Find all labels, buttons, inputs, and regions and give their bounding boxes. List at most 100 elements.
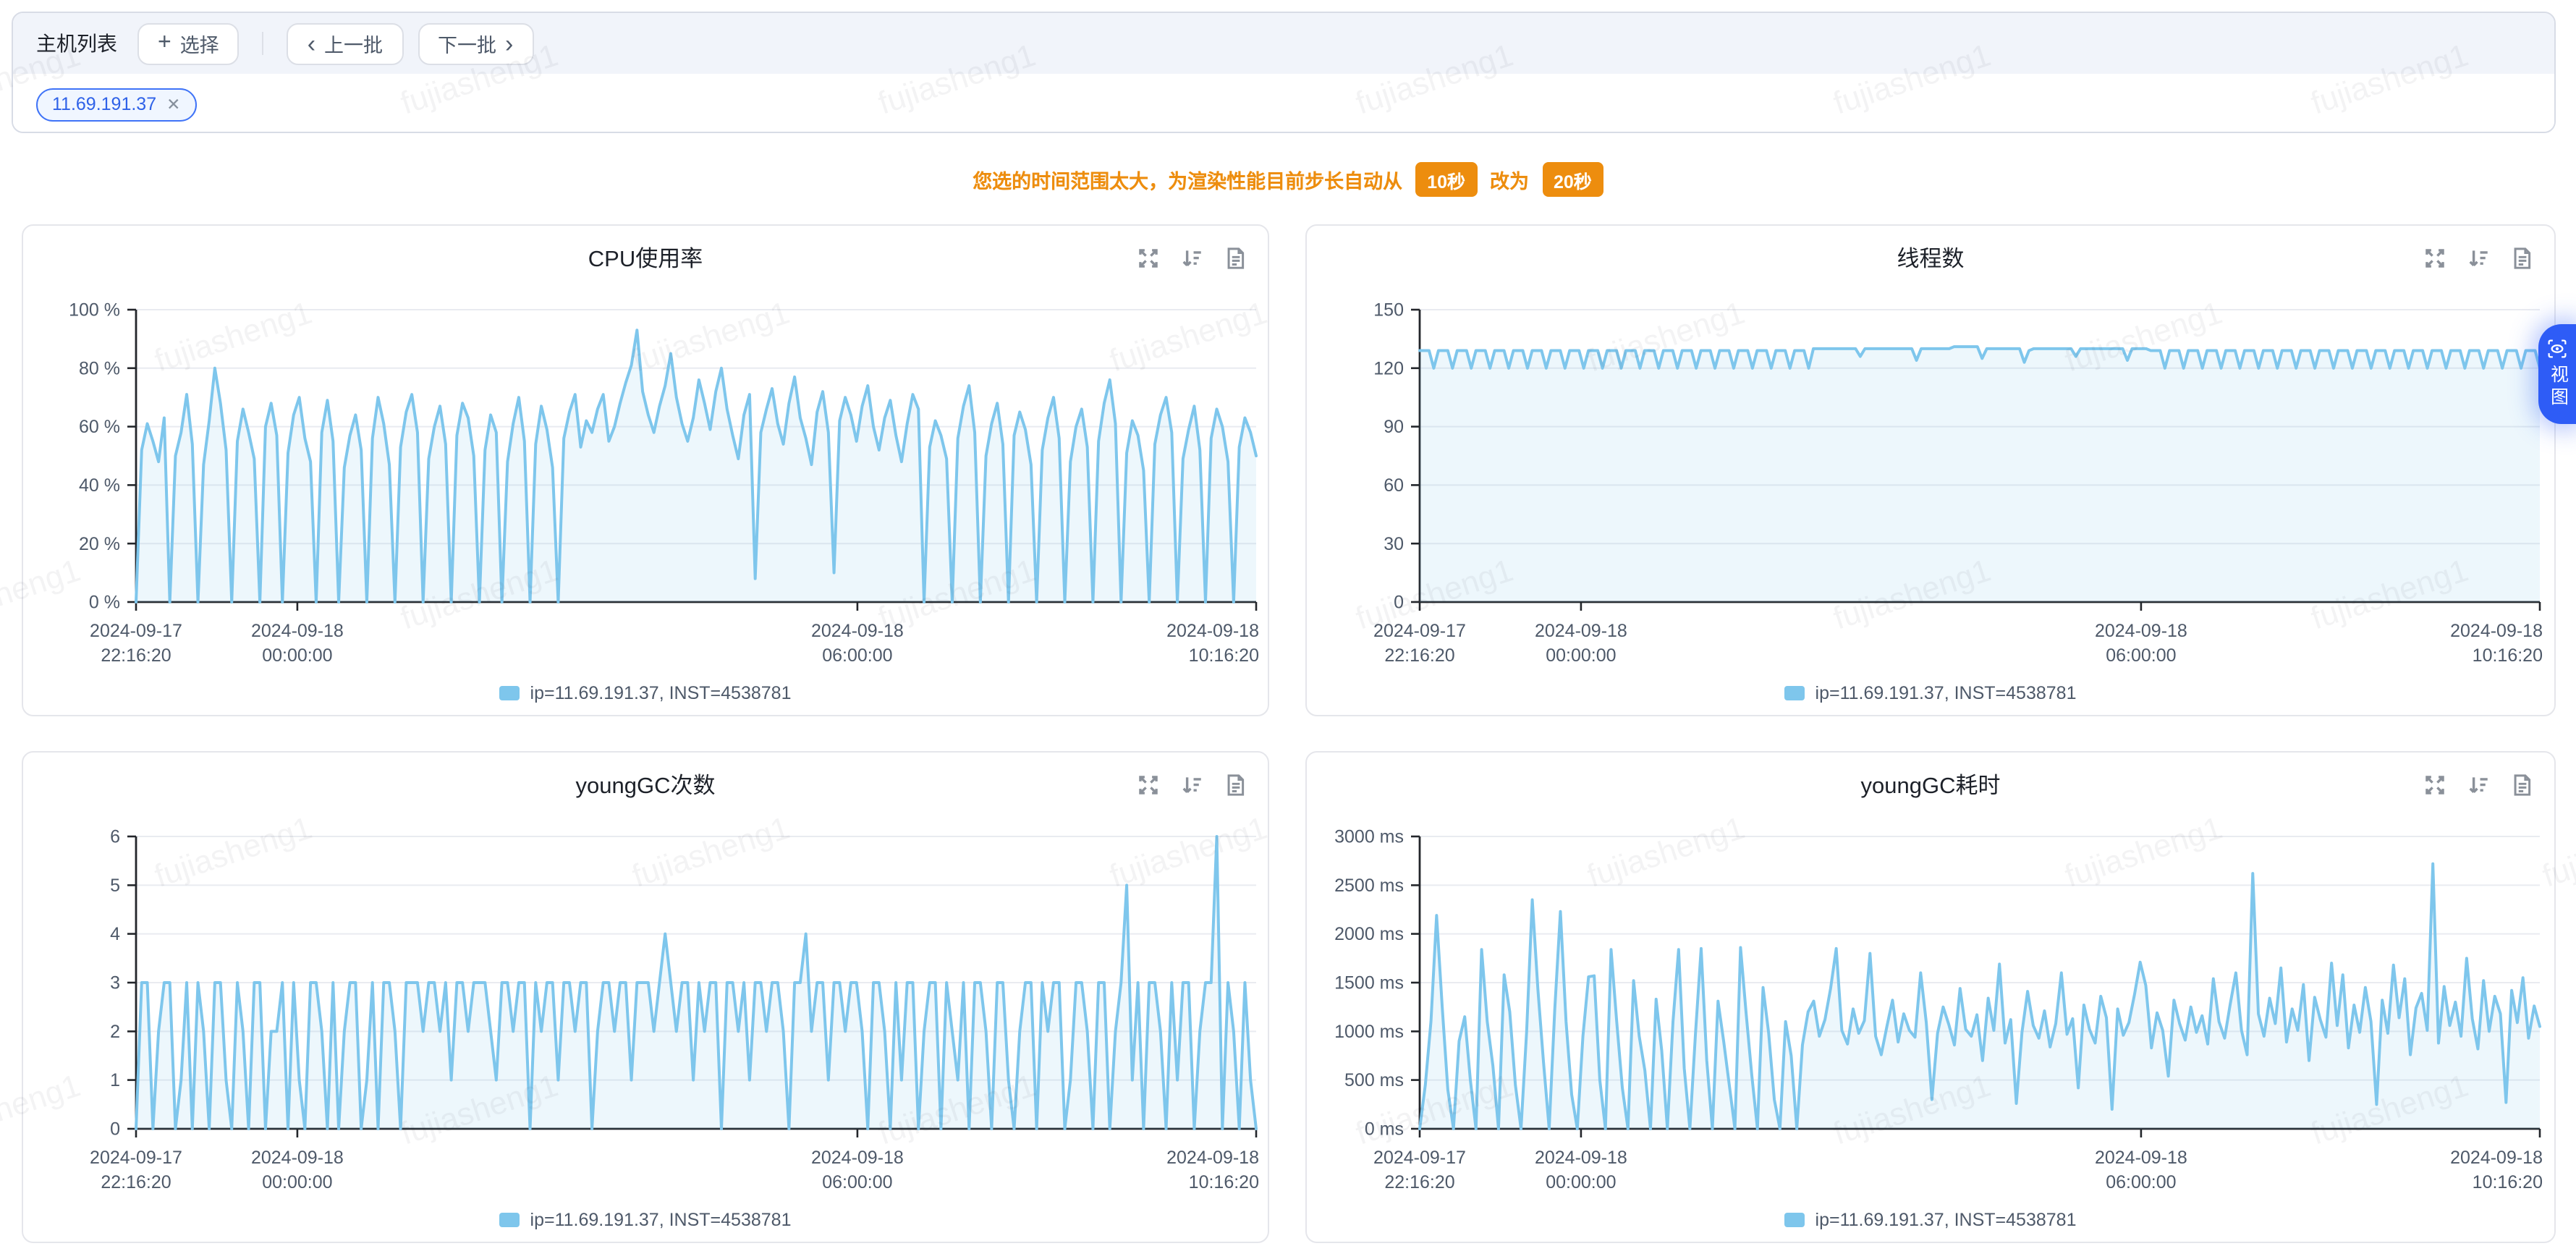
svg-text:150: 150 — [1373, 300, 1404, 321]
notice-text: 您选的时间范围太大，为渲染性能目前步长自动从 — [973, 171, 1403, 192]
svg-text:06:00:00: 06:00:00 — [2106, 645, 2176, 666]
chart-title: CPU使用率 — [588, 247, 703, 272]
svg-text:2024-09-18: 2024-09-18 — [251, 621, 344, 641]
chart-plot[interactable]: 0 30 60 90 120 150 2024-09-17 22:16:20 2024-09-1… — [1307, 289, 2551, 677]
document-icon[interactable] — [2509, 772, 2534, 797]
sort-descending-icon[interactable] — [2466, 245, 2491, 270]
svg-text:6: 6 — [110, 827, 120, 847]
svg-text:2024-09-18: 2024-09-18 — [1535, 1148, 1627, 1168]
host-tag-label: 11.69.191.37 — [52, 94, 157, 114]
svg-text:00:00:00: 00:00:00 — [262, 1172, 332, 1192]
chart-legend[interactable]: ip=11.69.191.37, INST=4538781 — [23, 1204, 1268, 1236]
svg-text:1: 1 — [110, 1070, 120, 1090]
step-change-notice: 您选的时间范围太大，为渲染性能目前步长自动从 10秒 改为 20秒 — [0, 162, 2576, 197]
host-tag[interactable]: 11.69.191.37 ✕ — [36, 88, 197, 121]
svg-text:22:16:20: 22:16:20 — [101, 1172, 171, 1192]
svg-text:30: 30 — [1384, 534, 1404, 554]
svg-text:120: 120 — [1373, 358, 1404, 378]
expand-icon[interactable] — [2423, 245, 2447, 270]
svg-text:20 %: 20 % — [79, 534, 120, 554]
expand-icon[interactable] — [1136, 772, 1161, 797]
chart-title: youngGC耗时 — [1860, 774, 2001, 799]
svg-text:2024-09-17: 2024-09-17 — [90, 1148, 182, 1168]
legend-label: ip=11.69.191.37, INST=4538781 — [530, 683, 792, 703]
svg-text:40 %: 40 % — [79, 475, 120, 496]
chart-plot[interactable]: 0 1 2 3 4 5 6 2024-09-17 22:16:20 2024-09-18 00:00… — [23, 816, 1268, 1204]
legend-swatch — [499, 1213, 520, 1227]
svg-text:0: 0 — [110, 1119, 120, 1140]
svg-text:10:16:20: 10:16:20 — [2473, 645, 2543, 666]
old-step-badge: 10秒 — [1415, 162, 1477, 197]
svg-text:3: 3 — [110, 973, 120, 993]
svg-text:10:16:20: 10:16:20 — [1189, 645, 1259, 666]
svg-text:06:00:00: 06:00:00 — [822, 645, 892, 666]
svg-text:2500 ms: 2500 ms — [1334, 876, 1404, 896]
svg-text:0 %: 0 % — [89, 593, 120, 613]
svg-text:3000 ms: 3000 ms — [1334, 827, 1404, 847]
host-list-label: 主机列表 — [36, 32, 117, 55]
svg-text:2024-09-18: 2024-09-18 — [251, 1148, 344, 1168]
expand-icon[interactable] — [2423, 772, 2447, 797]
view-side-tab[interactable]: 视图 — [2538, 324, 2576, 424]
chart-card-younggc-time: youngGC耗时 0 ms 500 ms 1000 ms 1500 ms 2000 m… — [1305, 751, 2556, 1243]
svg-text:22:16:20: 22:16:20 — [1384, 1172, 1454, 1192]
scan-eye-icon — [2548, 339, 2567, 358]
svg-text:2024-09-18: 2024-09-18 — [2095, 621, 2187, 641]
legend-swatch — [1784, 686, 1805, 700]
card-actions — [2423, 226, 2534, 289]
sort-descending-icon[interactable] — [1179, 772, 1204, 797]
view-tab-label: 视图 — [2547, 365, 2568, 410]
chart-plot[interactable]: 0 ms 500 ms 1000 ms 1500 ms 2000 ms 2500 ms 30… — [1307, 816, 2551, 1204]
document-icon[interactable] — [1223, 245, 1247, 270]
svg-text:00:00:00: 00:00:00 — [262, 645, 332, 666]
card-header: CPU使用率 — [23, 226, 1268, 289]
svg-text:2024-09-17: 2024-09-17 — [1373, 621, 1466, 641]
chevron-right-icon: › — [505, 30, 514, 57]
chart-legend[interactable]: ip=11.69.191.37, INST=4538781 — [23, 677, 1268, 709]
chart-legend[interactable]: ip=11.69.191.37, INST=4538781 — [1307, 1204, 2554, 1236]
chevron-left-icon: ‹ — [307, 30, 316, 57]
chart-svg: 0 % 20 % 40 % 60 % 80 % 100 % 2024-09-17 22:16:… — [69, 300, 1259, 666]
svg-text:2024-09-18: 2024-09-18 — [1166, 621, 1259, 641]
svg-text:1000 ms: 1000 ms — [1334, 1022, 1404, 1042]
svg-text:0 ms: 0 ms — [1365, 1119, 1404, 1140]
svg-text:00:00:00: 00:00:00 — [1546, 645, 1616, 666]
svg-text:2024-09-18: 2024-09-18 — [1535, 621, 1627, 641]
charts-grid: CPU使用率 0 % 20 % 40 % 60 % 80 % 100 % 2024-09-1… — [22, 224, 2556, 1243]
sort-descending-icon[interactable] — [1179, 245, 1204, 270]
svg-text:2024-09-18: 2024-09-18 — [811, 621, 904, 641]
svg-text:100 %: 100 % — [69, 300, 120, 321]
card-header: 线程数 — [1307, 226, 2554, 289]
document-icon[interactable] — [1223, 772, 1247, 797]
svg-text:2000 ms: 2000 ms — [1334, 924, 1404, 944]
svg-text:22:16:20: 22:16:20 — [101, 645, 171, 666]
svg-text:2024-09-18: 2024-09-18 — [811, 1148, 904, 1168]
sort-descending-icon[interactable] — [2466, 772, 2491, 797]
close-icon[interactable]: ✕ — [166, 97, 181, 114]
chart-legend[interactable]: ip=11.69.191.37, INST=4538781 — [1307, 677, 2554, 709]
legend-swatch — [499, 686, 520, 700]
legend-label: ip=11.69.191.37, INST=4538781 — [530, 1210, 792, 1230]
document-icon[interactable] — [2509, 245, 2534, 270]
chart-svg: 0 ms 500 ms 1000 ms 1500 ms 2000 ms 2500 ms 30… — [1334, 827, 2543, 1192]
chart-plot[interactable]: 0 % 20 % 40 % 60 % 80 % 100 % 2024-09-17 22:16:… — [23, 289, 1268, 677]
expand-icon[interactable] — [1136, 245, 1161, 270]
header-panel: 主机列表 + 选择 ‹ 上一批 下一批 › 11.69.191.37 ✕ — [12, 12, 2556, 133]
svg-text:10:16:20: 10:16:20 — [2473, 1172, 2543, 1192]
svg-text:2024-09-17: 2024-09-17 — [90, 621, 182, 641]
svg-text:2024-09-18: 2024-09-18 — [2095, 1148, 2187, 1168]
prev-batch-button[interactable]: ‹ 上一批 — [287, 22, 404, 64]
svg-text:06:00:00: 06:00:00 — [822, 1172, 892, 1192]
svg-text:500 ms: 500 ms — [1344, 1070, 1404, 1090]
svg-text:22:16:20: 22:16:20 — [1384, 645, 1454, 666]
svg-text:0: 0 — [1394, 593, 1404, 613]
svg-text:2: 2 — [110, 1022, 120, 1042]
svg-text:2024-09-18: 2024-09-18 — [2450, 621, 2543, 641]
chart-svg: 0 1 2 3 4 5 6 2024-09-17 22:16:20 2024-09-18 00:00… — [90, 827, 1259, 1192]
next-batch-button[interactable]: 下一批 › — [418, 22, 534, 64]
legend-label: ip=11.69.191.37, INST=4538781 — [1815, 1210, 2077, 1230]
card-header: youngGC耗时 — [1307, 753, 2554, 816]
chart-svg: 0 30 60 90 120 150 2024-09-17 22:16:20 2024-09-1… — [1373, 300, 2543, 666]
select-hosts-button[interactable]: + 选择 — [137, 22, 240, 64]
svg-text:2024-09-18: 2024-09-18 — [1166, 1148, 1259, 1168]
